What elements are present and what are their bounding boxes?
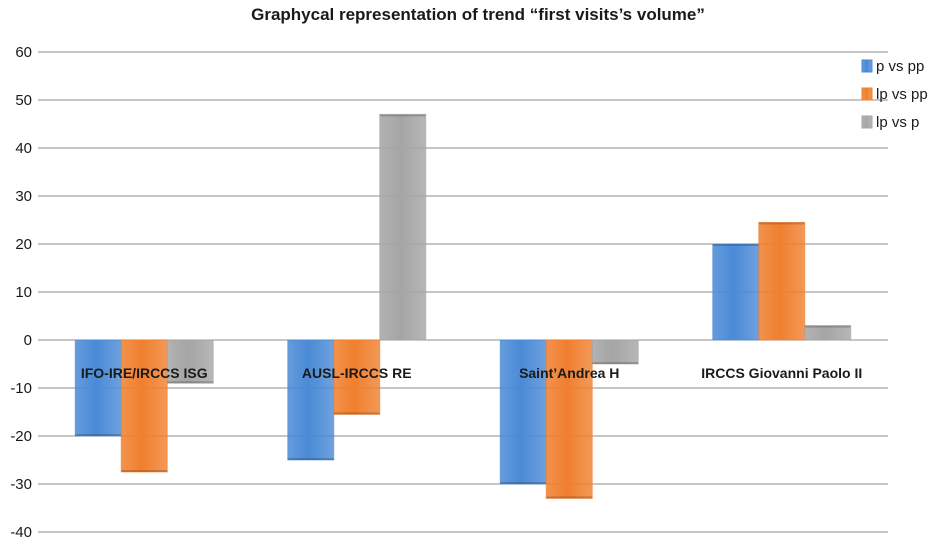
legend-swatch (861, 115, 873, 129)
y-tick-label: -40 (10, 524, 32, 541)
legend-swatch (861, 59, 873, 73)
bar-edge (758, 222, 805, 225)
y-tick-label: 40 (15, 140, 32, 157)
bar-lp-vs-p-2 (591, 339, 639, 365)
y-tick-label: 30 (15, 188, 32, 205)
legend: p vs pp lp vs pp lp vs p (861, 58, 928, 131)
bar-edge (287, 458, 334, 460)
bar-edge (592, 362, 639, 364)
bar-lp-vs-p-3 (804, 325, 852, 341)
y-tick-label: 0 (24, 332, 32, 349)
category-label: Saint’Andrea H (519, 365, 619, 381)
bar-edge (167, 381, 214, 384)
legend-swatch (861, 87, 873, 101)
bar-p-vs-pp-1 (287, 339, 335, 461)
bar-lp-vs-p-1 (379, 113, 427, 341)
bar-lp-vs-pp-3 (758, 221, 806, 341)
y-tick-label: -20 (10, 428, 32, 445)
bar-edge (379, 114, 426, 117)
chart-title: Graphycal representation of trend “first… (251, 5, 705, 24)
y-tick-label: 10 (15, 284, 32, 301)
bar-edge (121, 470, 168, 472)
gridlines (38, 51, 888, 533)
bar-edge (333, 412, 380, 415)
bar-p-vs-pp-0 (74, 339, 122, 437)
y-tick-label: 20 (15, 236, 32, 253)
bar-lp-vs-p-0 (166, 339, 214, 384)
legend-label: lp vs p (876, 114, 919, 131)
bar-p-vs-pp-2 (499, 339, 547, 485)
bars (74, 113, 852, 499)
bar-lp-vs-pp-1 (333, 339, 381, 415)
bar-edge (75, 434, 122, 436)
category-label: AUSL-IRCCS RE (302, 365, 412, 381)
y-tick-label: -30 (10, 476, 32, 493)
bar-lp-vs-pp-2 (545, 339, 593, 499)
y-axis-ticks: -40 -30 -20 -10 0 10 20 30 40 50 60 (10, 44, 32, 541)
legend-label: lp vs pp (876, 86, 928, 103)
category-label: IFO-IRE/IRCCS ISG (81, 365, 208, 381)
bar-edge (804, 325, 851, 328)
y-tick-label: 50 (15, 92, 32, 109)
bar-lp-vs-pp-0 (120, 339, 168, 473)
bar-p-vs-pp-3 (712, 243, 760, 341)
bar-edge (500, 482, 547, 484)
category-labels: IFO-IRE/IRCCS ISG AUSL-IRCCS RE Saint’Andr… (81, 365, 862, 381)
legend-label: p vs pp (876, 58, 924, 75)
y-tick-label: -10 (10, 380, 32, 397)
bar-edge (546, 496, 593, 499)
y-tick-label: 60 (15, 44, 32, 61)
bar-edge (712, 244, 759, 246)
category-label: IRCCS Giovanni Paolo II (701, 365, 862, 381)
